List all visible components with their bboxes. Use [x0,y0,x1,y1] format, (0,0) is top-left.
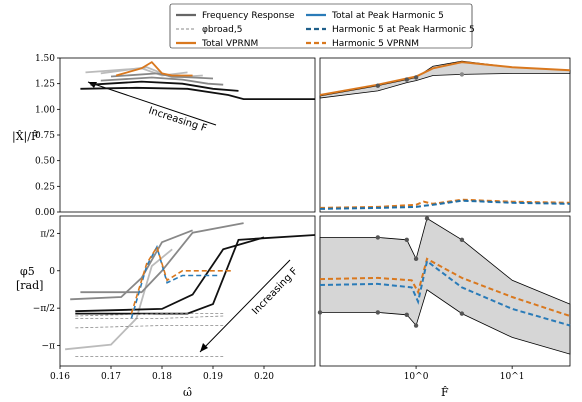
xtick-label-bottom-left-2: 0.18 [152,372,172,382]
annotation-bottom: Increasing F [199,259,300,353]
marker-top-right-1 [404,77,409,82]
marker-bottom-right-8 [413,323,419,328]
fr-curve-bottom-4 [75,234,316,315]
ylabel-top: |X̂|/F̂ [12,130,39,144]
fr-curve-bottom-2 [80,222,244,294]
band-bottom-right [319,217,571,355]
legend-label-4: Harmonic 5 at Peak Harmonic 5 [332,25,475,35]
vprnm-bottom-right [319,257,571,317]
phi-broad-2 [75,315,224,319]
peak-harmonic-bottom-left [130,244,219,319]
xtick-label-bottom-right-0: 10^0 [404,372,429,382]
ytick-label-bottom-left-2: −π/2 [33,304,55,314]
marker-bottom-right-7 [404,312,409,318]
legend-label-2: Total VPRNM [201,39,258,49]
marker-bottom-right-9 [459,311,465,316]
legend-label-5: Harmonic 5 VPRNM [332,39,419,49]
annotation-bottom-text: Increasing F [250,266,300,317]
ytick-label-top-left-5: 1.25 [35,80,55,90]
legend-label-0: Frequency Response [202,11,295,21]
marker-bottom-right-5 [317,310,323,315]
legend: Frequency Response φbroad,5 Total VPRNM … [169,3,475,49]
phi-broad-0 [75,313,224,317]
xtick-label-bottom-left-1: 0.17 [101,372,121,382]
panel-bottom-left [59,215,316,367]
marker-bottom-right-2 [413,256,419,262]
harmonic5-vprnm-top-right [319,198,571,209]
legend-label-1: φbroad,5 [202,25,242,35]
fr-curve-top-2 [110,72,214,80]
plot-layer: 0.00 0.25 0.50 0.75 1.00 1.25 1.50 0.16 0.17 0.18… [33,54,571,382]
legend-label-3: Total at Peak Harmonic 5 [331,11,444,21]
harmonic5-bottom-right [319,259,571,327]
annotation-bottom-arrowhead [200,343,208,352]
fr-curve-top-5 [80,86,315,100]
ytick-label-bottom-left-0: π/2 [40,229,55,239]
band-top-right [319,60,571,99]
legend-box [169,3,473,49]
xtick-label-bottom-left-4: 0.20 [254,372,274,382]
marker-top-right-3 [459,72,465,77]
ytick-label-top-left-4: 1.00 [35,105,55,115]
marker-bottom-right-4 [459,237,465,243]
xtick-label-bottom-left-0: 0.16 [50,372,70,382]
fr-curve-top-3 [100,76,224,86]
phi-broad-1 [75,325,224,329]
xtick-label-bottom-right-1: 10^1 [500,372,525,382]
marker-bottom-right-6 [375,310,381,315]
marker-top-right-0 [375,83,381,88]
ytick-label-bottom-left-3: −π [42,342,56,352]
ytick-label-top-left-0: 0.00 [35,208,55,218]
panel-top-right [319,57,571,213]
harmonic5-peak-top-right [319,199,571,210]
fr-curve-top-0 [85,67,188,77]
marker-bottom-right-1 [404,237,409,243]
annotation-top-text: Increasing F [147,105,208,134]
ytick-label-top-left-2: 0.50 [35,157,55,167]
ytick-label-top-left-6: 1.50 [35,54,55,64]
vprnm-top-left [115,60,193,77]
ytick-label-top-left-3: 0.75 [35,131,55,141]
ylabel-bottom: φ5 [20,265,35,278]
ytick-label-top-left-1: 0.25 [35,182,55,192]
marker-bottom-right-0 [375,235,381,240]
vprnm-bottom-left [130,245,234,314]
fr-curve-top-4 [90,80,239,92]
xlabel-bottom-right: F̂ [441,386,449,399]
ytick-label-bottom-left-1: 0 [49,267,55,277]
fr-curve-bottom-1 [70,229,193,301]
xlabel-bottom-left: ω̂ [183,386,192,399]
annotation-bottom-arrow [199,259,291,353]
marker-bottom-right-3 [424,216,430,221]
marker-top-right-2 [413,75,419,80]
xtick-label-bottom-left-3: 0.19 [203,372,223,382]
ylabel-bottom-unit: [rad] [16,279,43,292]
